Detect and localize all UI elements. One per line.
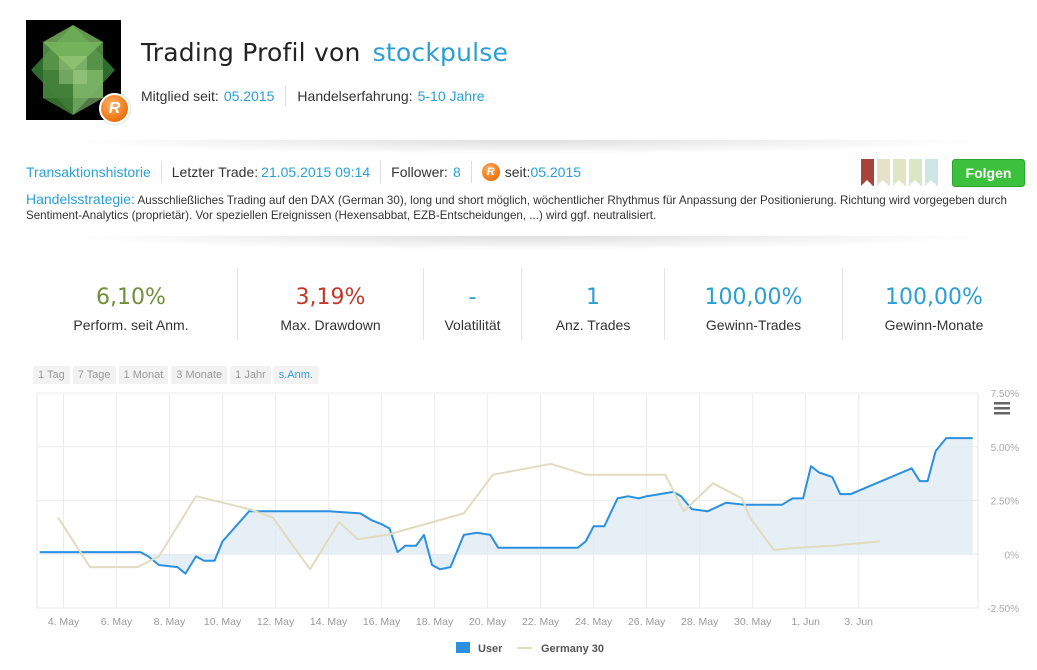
stat-value: 1 bbox=[586, 285, 600, 310]
x-tick-label: 6. May bbox=[101, 616, 133, 628]
stat-label: Anz. Trades bbox=[555, 317, 631, 333]
strategy-label: Handelsstrategie: bbox=[26, 191, 135, 207]
transaction-history-link[interactable]: Transaktionshistorie bbox=[26, 164, 151, 180]
legend-swatch bbox=[456, 642, 470, 653]
follower-label: Follower: bbox=[391, 164, 448, 180]
follow-button[interactable]: Folgen bbox=[952, 159, 1025, 187]
tab-range[interactable]: s.Anm. bbox=[273, 366, 318, 386]
since-label: seit: bbox=[504, 164, 531, 180]
stat-value: - bbox=[468, 285, 477, 310]
divider bbox=[470, 161, 472, 183]
divider bbox=[285, 86, 287, 106]
x-tick-label: 26. May bbox=[628, 616, 666, 628]
stat-value: 100,00% bbox=[704, 285, 803, 310]
tab-range[interactable]: 3 Monate bbox=[171, 366, 228, 386]
menu-icon[interactable] bbox=[992, 400, 1012, 416]
x-tick-label: 20. May bbox=[469, 616, 507, 628]
avatar[interactable]: R bbox=[26, 20, 130, 124]
stat-value: 3,19% bbox=[295, 285, 366, 310]
ribbon-icon bbox=[877, 159, 890, 186]
divider bbox=[237, 268, 238, 340]
x-tick-label: 28. May bbox=[681, 616, 719, 628]
last-trade-value: 21.05.2015 09:14 bbox=[261, 164, 371, 180]
x-tick-label: 4. May bbox=[48, 616, 80, 628]
profile-info-row: Transaktionshistorie Letzter Trade: 21.0… bbox=[26, 161, 581, 183]
divider bbox=[842, 268, 843, 340]
x-tick-label: 8. May bbox=[154, 616, 186, 628]
rank-badge-icon: R bbox=[481, 163, 500, 181]
tab-range[interactable]: 7 Tage bbox=[72, 366, 116, 386]
stats-row: 6,10% Perform. seit Anm. 3,19% Max. Drawdow… bbox=[26, 268, 1026, 342]
member-since-label: Mitglied seit: bbox=[141, 88, 219, 104]
stat-label: Perform. seit Anm. bbox=[73, 317, 189, 333]
performance-chart: 7.50% 5.00% 2.50% 0% -2.50% 4. May 6. May 8. M… bbox=[29, 384, 1029, 664]
stat-item: - Volatilität bbox=[425, 268, 520, 342]
stat-item: 6,10% Perform. seit Anm. bbox=[26, 268, 236, 342]
strategy-text: Ausschließliches Trading auf den DAX (Ge… bbox=[26, 194, 1007, 222]
stat-label: Volatilität bbox=[444, 317, 501, 333]
rank-badge-icon: R bbox=[99, 93, 130, 124]
y-tick-label: 0% bbox=[1005, 550, 1020, 561]
stat-item: 3,19% Max. Drawdown bbox=[239, 268, 422, 342]
achievement-ribbons bbox=[861, 159, 938, 186]
ribbon-icon bbox=[909, 159, 922, 186]
series-area-user bbox=[39, 438, 973, 574]
stat-label: Max. Drawdown bbox=[280, 317, 381, 333]
experience-value: 5-10 Jahre bbox=[417, 88, 485, 104]
stat-label: Gewinn-Trades bbox=[705, 317, 802, 333]
follower-count[interactable]: 8 bbox=[452, 164, 461, 180]
x-tick-label: 18. May bbox=[416, 616, 454, 628]
x-tick-label: 14. May bbox=[310, 616, 348, 628]
x-tick-label: 3. Jun bbox=[844, 616, 873, 628]
stat-item: 100,00% Gewinn-Monate bbox=[844, 268, 1024, 342]
since-value: 05.2015 bbox=[530, 164, 582, 180]
x-tick-label: 12. May bbox=[257, 616, 295, 628]
ribbon-icon bbox=[893, 159, 906, 186]
username-link[interactable]: stockpulse bbox=[372, 38, 509, 67]
tab-range[interactable]: 1 Monat bbox=[118, 366, 169, 386]
x-tick-label: 1. Jun bbox=[791, 616, 820, 628]
chart-legend: User Germany 30 bbox=[456, 642, 604, 655]
y-tick-label: 5.00% bbox=[991, 443, 1019, 454]
time-range-tabs: 1 Tag 7 Tage 1 Monat 3 Monate 1 Jahr s.Anm. bbox=[33, 366, 318, 386]
divider bbox=[60, 140, 990, 154]
series-line-user bbox=[39, 437, 973, 575]
stat-label: Gewinn-Monate bbox=[884, 317, 984, 333]
member-meta: Mitglied seit: 05.2015 Handelserfahrung:… bbox=[141, 86, 485, 106]
last-trade-label: Letzter Trade: bbox=[171, 164, 259, 180]
ribbon-icon bbox=[861, 159, 874, 186]
x-tick-label: 30. May bbox=[734, 616, 772, 628]
x-tick-label: 24. May bbox=[575, 616, 613, 628]
tab-range[interactable]: 1 Tag bbox=[33, 366, 70, 386]
divider bbox=[60, 236, 990, 250]
stat-value: 100,00% bbox=[885, 285, 983, 310]
divider bbox=[380, 161, 382, 183]
ribbon-icon bbox=[925, 159, 938, 186]
stat-value: 6,10% bbox=[96, 285, 166, 310]
series-line-germany30 bbox=[57, 462, 880, 571]
x-tick-label: 22. May bbox=[522, 616, 560, 628]
divider bbox=[664, 268, 665, 340]
tab-range[interactable]: 1 Jahr bbox=[230, 366, 271, 386]
member-since-value: 05.2015 bbox=[223, 88, 275, 104]
trading-strategy: Handelsstrategie: Ausschließliches Tradi… bbox=[26, 192, 1031, 223]
divider bbox=[521, 268, 522, 340]
profile-logo-icon bbox=[26, 20, 121, 120]
x-tick-label: 16. May bbox=[363, 616, 401, 628]
page-title: Trading Profil von stockpulse bbox=[141, 38, 508, 67]
legend-label: Germany 30 bbox=[541, 643, 604, 655]
x-tick-label: 10. May bbox=[204, 616, 242, 628]
legend-label: User bbox=[478, 643, 503, 655]
y-tick-label: -2.50% bbox=[987, 604, 1019, 615]
divider bbox=[423, 268, 424, 340]
title-prefix: Trading Profil von bbox=[141, 38, 361, 67]
legend-item-user[interactable]: User bbox=[456, 642, 503, 655]
stat-item: 1 Anz. Trades bbox=[523, 268, 663, 342]
legend-item-germany30[interactable]: Germany 30 bbox=[517, 643, 604, 655]
stat-item: 100,00% Gewinn-Trades bbox=[666, 268, 841, 342]
y-tick-label: 2.50% bbox=[991, 497, 1019, 508]
y-tick-label: 7.50% bbox=[991, 389, 1019, 400]
divider bbox=[160, 161, 162, 183]
experience-label: Handelserfahrung: bbox=[297, 88, 413, 104]
